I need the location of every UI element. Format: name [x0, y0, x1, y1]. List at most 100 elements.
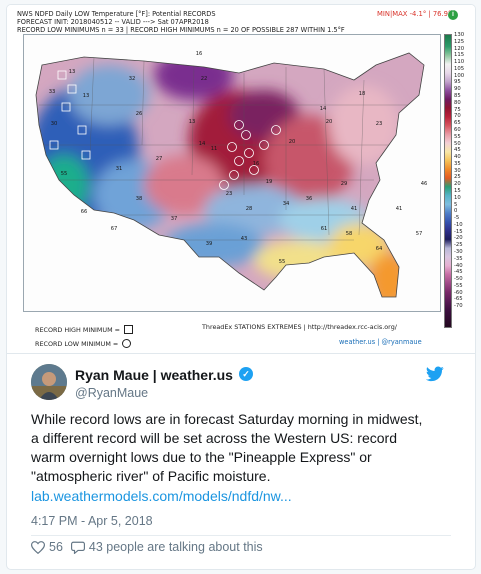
map-image[interactable]: NWS NDFD Daily LOW Temperature [°F]: Pot…: [7, 5, 475, 354]
legend-tick: -10: [454, 221, 463, 228]
legend-tick: 15: [454, 187, 461, 194]
station-value: 61: [321, 226, 328, 232]
legend-tick: -35: [454, 255, 463, 262]
twitter-bird-icon[interactable]: [426, 366, 444, 382]
avatar-image: [31, 364, 67, 400]
station-value: 46: [421, 181, 428, 187]
key-record-low-label: RECORD LOW MINIMUM =: [35, 339, 119, 348]
legend-tick: -45: [454, 269, 463, 276]
record-high-square: [61, 102, 71, 112]
map-header-line-2: FORECAST INIT: 2018040512 -- VALID ---> …: [17, 18, 209, 26]
legend-tick: 105: [454, 65, 465, 72]
heart-icon: [31, 540, 45, 554]
tweet-content: Ryan Maue | weather.us ✓ @RyanMaue While…: [7, 355, 475, 569]
legend-tick: 50: [454, 140, 461, 147]
key-record-low: RECORD LOW MINIMUM =: [35, 339, 132, 348]
legend-tick: -5: [454, 215, 460, 222]
station-value: 28: [246, 206, 253, 212]
tweet-timestamp[interactable]: 4:17 PM - Apr 5, 2018: [31, 514, 153, 528]
tweet-text: While record lows are in forecast Saturd…: [31, 410, 456, 486]
legend-tick: 110: [454, 59, 465, 66]
legend-tick: 70: [454, 113, 461, 120]
legend-tick: 90: [454, 86, 461, 93]
legend-tick: 25: [454, 174, 461, 181]
tweet-text-line-1: While record lows are in forecast Saturd…: [31, 411, 423, 427]
legend-tick: 80: [454, 99, 461, 106]
reply-button[interactable]: 43 people are talking about this: [70, 540, 263, 554]
legend-tick: -40: [454, 262, 463, 269]
avatar[interactable]: [31, 364, 67, 400]
divider: [31, 535, 451, 536]
legend-tick: 95: [454, 79, 461, 86]
legend-tick: 130: [454, 32, 465, 38]
station-value: 20: [326, 119, 333, 125]
legend-tick: -70: [454, 303, 463, 310]
station-value: 43: [241, 236, 248, 242]
station-value: 27: [156, 156, 163, 162]
record-low-circle: [227, 142, 237, 152]
legend-tick: -55: [454, 282, 463, 289]
station-value: 11: [211, 146, 218, 152]
legend-tick: 45: [454, 147, 461, 154]
legend-tick: 30: [454, 167, 461, 174]
verified-badge-icon: ✓: [239, 367, 253, 381]
station-value: 22: [201, 76, 208, 82]
station-value: 36: [306, 196, 313, 202]
key-record-high: RECORD HIGH MINIMUM =: [35, 325, 133, 334]
station-value: 18: [359, 91, 366, 97]
station-value: 67: [111, 226, 118, 232]
tweet-actions: 56 43 people are talking about this: [31, 540, 271, 554]
station-value: 41: [351, 206, 358, 212]
station-value: 57: [416, 231, 423, 237]
key-record-high-label: RECORD HIGH MINIMUM =: [35, 325, 120, 334]
record-low-circle: [244, 148, 254, 158]
station-value: 20: [289, 139, 296, 145]
station-value: 38: [136, 196, 143, 202]
legend-tick: 65: [454, 120, 461, 127]
station-value: 23: [226, 191, 233, 197]
threadex-source: ThreadEx STATIONS EXTREMES | http://thre…: [202, 323, 397, 331]
station-value: 29: [341, 181, 348, 187]
station-value: 66: [81, 209, 88, 215]
legend-tick: -25: [454, 242, 463, 249]
square-marker-icon: [124, 325, 133, 334]
station-value: 13: [83, 93, 90, 99]
legend-tick: 75: [454, 106, 461, 113]
legend-tick: -50: [454, 276, 463, 283]
tweet-card[interactable]: NWS NDFD Daily LOW Temperature [°F]: Pot…: [6, 4, 476, 570]
record-high-square: [67, 84, 77, 94]
tweet-text-line-2: a different record will be set across th…: [31, 430, 397, 446]
station-value: 41: [396, 206, 403, 212]
map-header-line-3: RECORD LOW MINIMUMS n = 33 | RECORD HIGH…: [17, 26, 345, 34]
station-value: 16: [253, 161, 260, 167]
station-values: 13 33 13 30 32 26 16 22 13 14 11 16 19 20 14 20 18 23 29 34…: [49, 51, 428, 265]
legend-tick: 5: [454, 201, 458, 208]
station-value: 13: [69, 69, 76, 75]
record-low-circle: [271, 125, 281, 135]
minmax-readout: MIN|MAX -4.1° | 76.9°F: [377, 10, 456, 18]
tweet-link[interactable]: lab.weathermodels.com/models/ndfd/nw...: [31, 488, 292, 504]
station-value: 19: [266, 179, 273, 185]
reply-bubble-icon: [70, 541, 85, 554]
author-name[interactable]: Ryan Maue | weather.us: [75, 367, 233, 383]
record-low-circle: [229, 170, 239, 180]
legend-tick: -15: [454, 228, 463, 235]
legend-tick: 115: [454, 52, 465, 59]
station-value: 32: [129, 76, 136, 82]
legend-tick: -60: [454, 289, 463, 296]
legend-tick: 35: [454, 160, 461, 167]
station-value: 26: [136, 111, 143, 117]
station-value: 55: [279, 259, 286, 265]
info-icon[interactable]: i: [448, 10, 458, 20]
record-high-square: [77, 125, 87, 135]
map-credit: weather.us | @ryanmaue: [339, 338, 422, 346]
legend-tick: 0: [454, 208, 458, 215]
author-handle[interactable]: @RyanMaue: [75, 386, 149, 400]
legend-tick: 125: [454, 38, 465, 45]
record-high-square: [57, 70, 67, 80]
like-button[interactable]: 56: [31, 540, 63, 554]
legend-tick: 20: [454, 181, 461, 188]
legend-tick: 55: [454, 133, 461, 140]
us-map-graphic: 13 33 13 30 32 26 16 22 13 14 11 16 19 20 14 20 18 23 29 34…: [24, 35, 440, 311]
station-value: 58: [346, 231, 353, 237]
